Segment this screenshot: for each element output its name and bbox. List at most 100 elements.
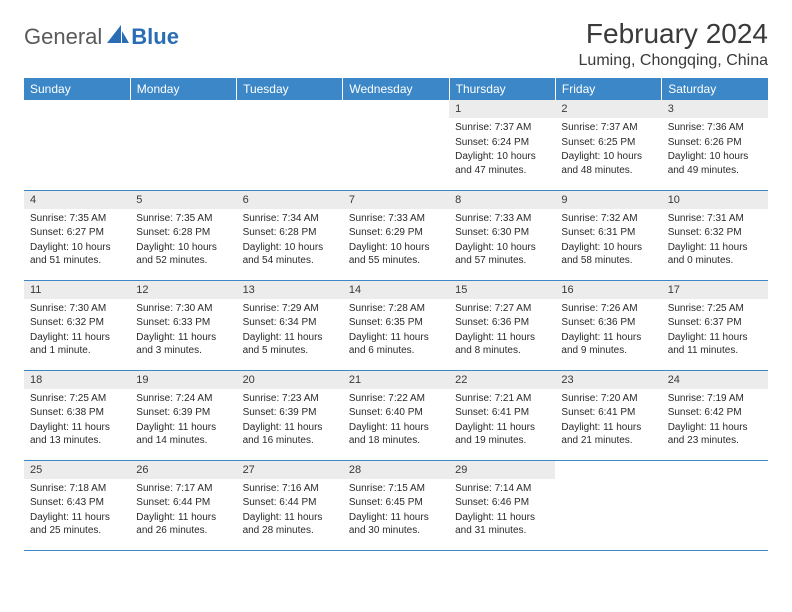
- sunrise-text: Sunrise: 7:30 AM: [136, 302, 230, 316]
- calendar-day-cell: 8Sunrise: 7:33 AMSunset: 6:30 PMDaylight…: [449, 190, 555, 280]
- sunset-text: Sunset: 6:33 PM: [136, 316, 230, 330]
- sunrise-text: Sunrise: 7:26 AM: [561, 302, 655, 316]
- calendar-day-cell: [343, 100, 449, 190]
- day-number: 5: [130, 191, 236, 209]
- weekday-header-row: Sunday Monday Tuesday Wednesday Thursday…: [24, 78, 768, 100]
- daylight-text: Daylight: 10 hours and 51 minutes.: [30, 241, 124, 268]
- day-number: 18: [24, 371, 130, 389]
- sunrise-text: Sunrise: 7:20 AM: [561, 392, 655, 406]
- calendar-week-row: 11Sunrise: 7:30 AMSunset: 6:32 PMDayligh…: [24, 280, 768, 370]
- calendar-day-cell: 17Sunrise: 7:25 AMSunset: 6:37 PMDayligh…: [662, 280, 768, 370]
- calendar-day-cell: 23Sunrise: 7:20 AMSunset: 6:41 PMDayligh…: [555, 370, 661, 460]
- day-number: 15: [449, 281, 555, 299]
- daylight-text: Daylight: 11 hours and 13 minutes.: [30, 421, 124, 448]
- sunset-text: Sunset: 6:29 PM: [349, 226, 443, 240]
- sunrise-text: Sunrise: 7:35 AM: [136, 212, 230, 226]
- sunrise-text: Sunrise: 7:21 AM: [455, 392, 549, 406]
- sunset-text: Sunset: 6:27 PM: [30, 226, 124, 240]
- daylight-text: Daylight: 10 hours and 49 minutes.: [668, 150, 762, 177]
- day-number: 4: [24, 191, 130, 209]
- sunrise-text: Sunrise: 7:36 AM: [668, 121, 762, 135]
- sunrise-text: Sunrise: 7:24 AM: [136, 392, 230, 406]
- daylight-text: Daylight: 11 hours and 5 minutes.: [243, 331, 337, 358]
- sunset-text: Sunset: 6:34 PM: [243, 316, 337, 330]
- calendar-day-cell: 12Sunrise: 7:30 AMSunset: 6:33 PMDayligh…: [130, 280, 236, 370]
- day-number: [130, 100, 236, 106]
- calendar-day-cell: 26Sunrise: 7:17 AMSunset: 6:44 PMDayligh…: [130, 460, 236, 550]
- day-number: 26: [130, 461, 236, 479]
- day-details: Sunrise: 7:25 AMSunset: 6:38 PMDaylight:…: [24, 389, 130, 452]
- daylight-text: Daylight: 11 hours and 26 minutes.: [136, 511, 230, 538]
- day-number: 14: [343, 281, 449, 299]
- day-number: 2: [555, 100, 661, 118]
- weekday-header: Friday: [555, 78, 661, 100]
- day-number: [343, 100, 449, 106]
- calendar-day-cell: 29Sunrise: 7:14 AMSunset: 6:46 PMDayligh…: [449, 460, 555, 550]
- daylight-text: Daylight: 10 hours and 57 minutes.: [455, 241, 549, 268]
- sunset-text: Sunset: 6:44 PM: [136, 496, 230, 510]
- sunset-text: Sunset: 6:39 PM: [243, 406, 337, 420]
- sunrise-text: Sunrise: 7:29 AM: [243, 302, 337, 316]
- day-details: Sunrise: 7:30 AMSunset: 6:32 PMDaylight:…: [24, 299, 130, 362]
- day-number: 3: [662, 100, 768, 118]
- calendar-week-row: 1Sunrise: 7:37 AMSunset: 6:24 PMDaylight…: [24, 100, 768, 190]
- day-number: 12: [130, 281, 236, 299]
- weekday-header: Saturday: [662, 78, 768, 100]
- calendar-day-cell: 2Sunrise: 7:37 AMSunset: 6:25 PMDaylight…: [555, 100, 661, 190]
- calendar-day-cell: 9Sunrise: 7:32 AMSunset: 6:31 PMDaylight…: [555, 190, 661, 280]
- day-details: Sunrise: 7:22 AMSunset: 6:40 PMDaylight:…: [343, 389, 449, 452]
- location: Luming, Chongqing, China: [579, 52, 768, 70]
- day-number: 8: [449, 191, 555, 209]
- day-number: 16: [555, 281, 661, 299]
- day-number: 1: [449, 100, 555, 118]
- calendar-day-cell: 22Sunrise: 7:21 AMSunset: 6:41 PMDayligh…: [449, 370, 555, 460]
- sunrise-text: Sunrise: 7:18 AM: [30, 482, 124, 496]
- sunset-text: Sunset: 6:46 PM: [455, 496, 549, 510]
- daylight-text: Daylight: 11 hours and 3 minutes.: [136, 331, 230, 358]
- logo: General Blue: [24, 24, 179, 50]
- calendar-week-row: 4Sunrise: 7:35 AMSunset: 6:27 PMDaylight…: [24, 190, 768, 280]
- day-number: 22: [449, 371, 555, 389]
- calendar-day-cell: 20Sunrise: 7:23 AMSunset: 6:39 PMDayligh…: [237, 370, 343, 460]
- sunrise-text: Sunrise: 7:27 AM: [455, 302, 549, 316]
- day-details: Sunrise: 7:21 AMSunset: 6:41 PMDaylight:…: [449, 389, 555, 452]
- day-details: Sunrise: 7:30 AMSunset: 6:33 PMDaylight:…: [130, 299, 236, 362]
- title-block: February 2024 Luming, Chongqing, China: [579, 18, 768, 70]
- day-number: 21: [343, 371, 449, 389]
- day-details: Sunrise: 7:32 AMSunset: 6:31 PMDaylight:…: [555, 209, 661, 272]
- day-number: 24: [662, 371, 768, 389]
- day-details: Sunrise: 7:20 AMSunset: 6:41 PMDaylight:…: [555, 389, 661, 452]
- daylight-text: Daylight: 11 hours and 19 minutes.: [455, 421, 549, 448]
- day-number: 7: [343, 191, 449, 209]
- day-number: 17: [662, 281, 768, 299]
- sunrise-text: Sunrise: 7:25 AM: [668, 302, 762, 316]
- sunset-text: Sunset: 6:30 PM: [455, 226, 549, 240]
- daylight-text: Daylight: 11 hours and 23 minutes.: [668, 421, 762, 448]
- calendar-day-cell: 4Sunrise: 7:35 AMSunset: 6:27 PMDaylight…: [24, 190, 130, 280]
- calendar-day-cell: 10Sunrise: 7:31 AMSunset: 6:32 PMDayligh…: [662, 190, 768, 280]
- day-number: 27: [237, 461, 343, 479]
- day-number: 13: [237, 281, 343, 299]
- sunset-text: Sunset: 6:41 PM: [455, 406, 549, 420]
- calendar-day-cell: 21Sunrise: 7:22 AMSunset: 6:40 PMDayligh…: [343, 370, 449, 460]
- calendar-day-cell: 27Sunrise: 7:16 AMSunset: 6:44 PMDayligh…: [237, 460, 343, 550]
- sunrise-text: Sunrise: 7:30 AM: [30, 302, 124, 316]
- sunrise-text: Sunrise: 7:37 AM: [455, 121, 549, 135]
- daylight-text: Daylight: 11 hours and 9 minutes.: [561, 331, 655, 358]
- day-number: 25: [24, 461, 130, 479]
- sunset-text: Sunset: 6:28 PM: [243, 226, 337, 240]
- calendar-day-cell: 16Sunrise: 7:26 AMSunset: 6:36 PMDayligh…: [555, 280, 661, 370]
- sunrise-text: Sunrise: 7:15 AM: [349, 482, 443, 496]
- day-details: Sunrise: 7:37 AMSunset: 6:24 PMDaylight:…: [449, 118, 555, 181]
- calendar-day-cell: [662, 460, 768, 550]
- day-details: Sunrise: 7:29 AMSunset: 6:34 PMDaylight:…: [237, 299, 343, 362]
- day-details: Sunrise: 7:33 AMSunset: 6:30 PMDaylight:…: [449, 209, 555, 272]
- day-number: 10: [662, 191, 768, 209]
- day-details: Sunrise: 7:24 AMSunset: 6:39 PMDaylight:…: [130, 389, 236, 452]
- day-details: Sunrise: 7:23 AMSunset: 6:39 PMDaylight:…: [237, 389, 343, 452]
- day-details: Sunrise: 7:18 AMSunset: 6:43 PMDaylight:…: [24, 479, 130, 542]
- calendar-table: Sunday Monday Tuesday Wednesday Thursday…: [24, 78, 768, 551]
- calendar-day-cell: 24Sunrise: 7:19 AMSunset: 6:42 PMDayligh…: [662, 370, 768, 460]
- calendar-day-cell: 7Sunrise: 7:33 AMSunset: 6:29 PMDaylight…: [343, 190, 449, 280]
- sunset-text: Sunset: 6:28 PM: [136, 226, 230, 240]
